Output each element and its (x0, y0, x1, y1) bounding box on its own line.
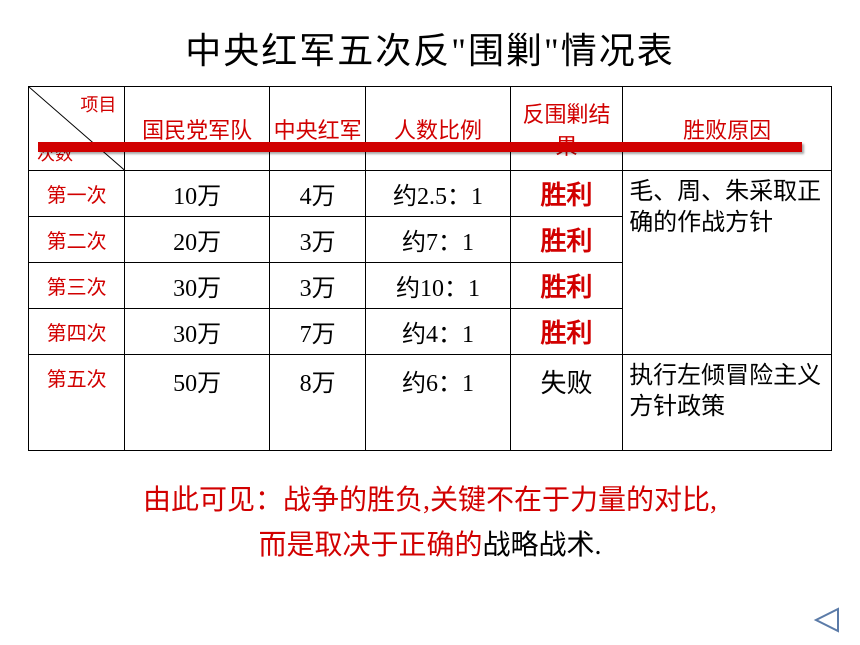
cell-red: 3万 (269, 263, 365, 309)
row-label: 第二次 (29, 217, 125, 263)
cell-result: 胜利 (510, 217, 622, 263)
conclusion-line2a: 而是取决于正确的 (258, 530, 482, 561)
conclusion-line2b: 战略战术. (483, 530, 602, 561)
cell-reason-5: 执行左倾冒险主义方针政策 (623, 355, 832, 451)
cell-red: 8万 (269, 355, 365, 451)
conclusion-line1: 由此可见：战争的胜负,关键不在于力量的对比, (143, 485, 717, 516)
cell-reason-1to4: 毛、周、朱采取正确的作战方针 (623, 171, 832, 355)
table-header-row: 项目 次数 国民党军队 中央红军 人数比例 反围剿结果 胜败原因 (29, 87, 832, 171)
header-reason: 胜败原因 (623, 87, 832, 171)
cell-ratio: 约2.5：1 (366, 171, 511, 217)
cell-kmt: 30万 (125, 263, 270, 309)
cell-kmt: 10万 (125, 171, 270, 217)
cell-result: 胜利 (510, 263, 622, 309)
conclusion-text: 由此可见：战争的胜负,关键不在于力量的对比, 而是取决于正确的战略战术. (40, 479, 820, 569)
cell-red: 4万 (269, 171, 365, 217)
cell-result: 胜利 (510, 309, 622, 355)
header-red-army: 中央红军 (269, 87, 365, 171)
header-kmt: 国民党军队 (125, 87, 270, 171)
cell-ratio: 约7：1 (366, 217, 511, 263)
header-project-label: 项目 (80, 91, 116, 117)
row-label: 第四次 (29, 309, 125, 355)
cell-red: 3万 (269, 217, 365, 263)
cell-result: 失败 (510, 355, 622, 451)
cell-kmt: 30万 (125, 309, 270, 355)
triangle-left-icon (808, 605, 844, 635)
table-row: 第五次 50万 8万 约6：1 失败 执行左倾冒险主义方针政策 (29, 355, 832, 451)
cell-result: 胜利 (510, 171, 622, 217)
row-label: 第一次 (29, 171, 125, 217)
table-row: 第一次 10万 4万 约2.5：1 胜利 毛、周、朱采取正确的作战方针 (29, 171, 832, 217)
header-result: 反围剿结果 (510, 87, 622, 171)
header-ratio: 人数比例 (366, 87, 511, 171)
cell-ratio: 约6：1 (366, 355, 511, 451)
cell-ratio: 约10：1 (366, 263, 511, 309)
row-label: 第三次 (29, 263, 125, 309)
row-label: 第五次 (29, 355, 125, 451)
header-diagonal: 项目 次数 (29, 87, 125, 171)
table-container: 项目 次数 国民党军队 中央红军 人数比例 反围剿结果 胜败原因 第一次 10万… (28, 86, 832, 451)
table-body: 第一次 10万 4万 约2.5：1 胜利 毛、周、朱采取正确的作战方针 第二次 … (29, 171, 832, 451)
cell-red: 7万 (269, 309, 365, 355)
page-title: 中央红军五次反"围剿"情况表 (0, 0, 860, 86)
prev-slide-button[interactable] (808, 605, 844, 635)
cell-kmt: 50万 (125, 355, 270, 451)
cell-kmt: 20万 (125, 217, 270, 263)
decorative-red-bar (38, 142, 802, 152)
cell-ratio: 约4：1 (366, 309, 511, 355)
encirclement-table: 项目 次数 国民党军队 中央红军 人数比例 反围剿结果 胜败原因 第一次 10万… (28, 86, 832, 451)
